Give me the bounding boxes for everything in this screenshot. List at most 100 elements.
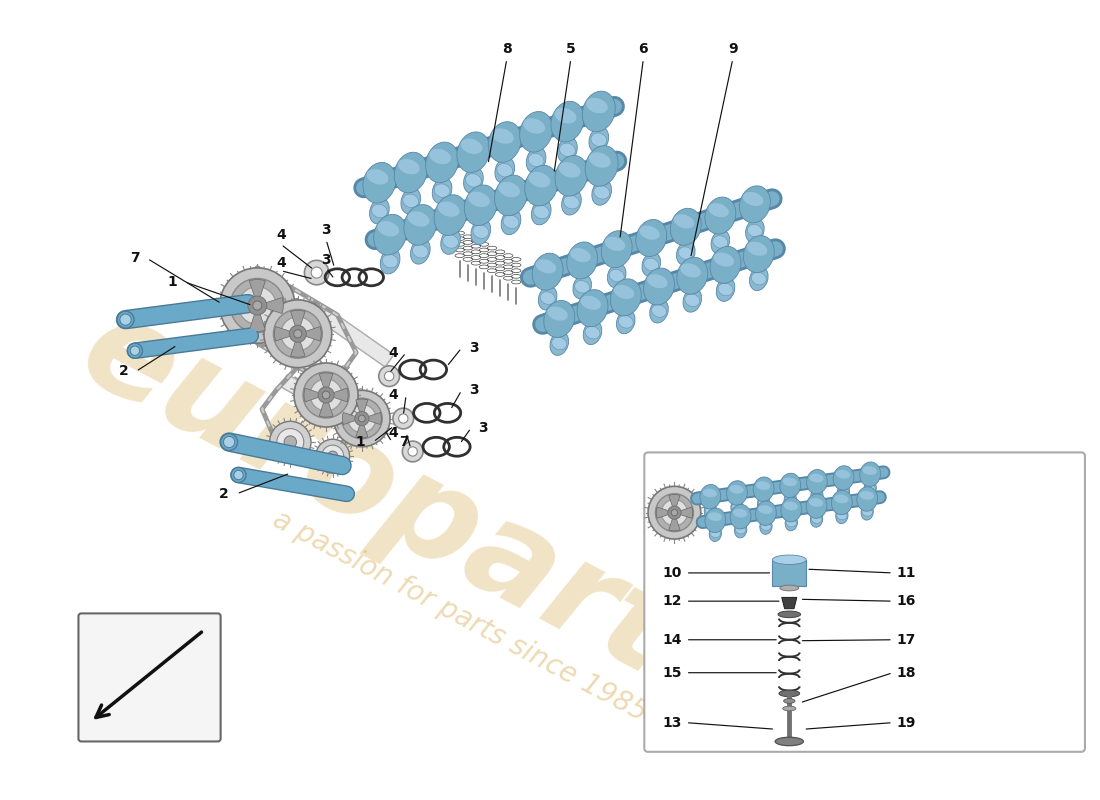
Ellipse shape bbox=[525, 166, 558, 206]
Wedge shape bbox=[342, 413, 362, 425]
Ellipse shape bbox=[370, 198, 389, 224]
Ellipse shape bbox=[456, 132, 490, 173]
Ellipse shape bbox=[465, 174, 482, 187]
FancyBboxPatch shape bbox=[645, 453, 1085, 752]
Text: 9: 9 bbox=[728, 42, 738, 57]
Circle shape bbox=[294, 330, 301, 338]
Circle shape bbox=[403, 441, 424, 462]
Ellipse shape bbox=[780, 474, 801, 498]
Ellipse shape bbox=[562, 190, 581, 215]
Wedge shape bbox=[257, 298, 284, 314]
Ellipse shape bbox=[703, 489, 717, 498]
Wedge shape bbox=[231, 298, 257, 314]
Ellipse shape bbox=[554, 108, 576, 123]
Wedge shape bbox=[669, 513, 680, 531]
Ellipse shape bbox=[528, 154, 544, 167]
Bar bbox=[772, 560, 806, 586]
Ellipse shape bbox=[786, 518, 796, 527]
Ellipse shape bbox=[473, 225, 488, 238]
Circle shape bbox=[385, 371, 394, 381]
Ellipse shape bbox=[711, 230, 729, 254]
Ellipse shape bbox=[783, 502, 798, 510]
Ellipse shape bbox=[540, 292, 556, 304]
Ellipse shape bbox=[742, 192, 763, 206]
Circle shape bbox=[355, 411, 368, 426]
Circle shape bbox=[230, 278, 285, 333]
Circle shape bbox=[221, 434, 238, 450]
Ellipse shape bbox=[468, 192, 490, 207]
Ellipse shape bbox=[811, 488, 823, 504]
Ellipse shape bbox=[834, 494, 848, 503]
Ellipse shape bbox=[812, 492, 822, 500]
Ellipse shape bbox=[559, 162, 581, 178]
Circle shape bbox=[117, 311, 134, 328]
Text: 1: 1 bbox=[167, 275, 177, 289]
FancyBboxPatch shape bbox=[280, 374, 355, 426]
Text: 18: 18 bbox=[896, 666, 916, 680]
Ellipse shape bbox=[398, 159, 420, 174]
Ellipse shape bbox=[585, 326, 600, 339]
Text: 17: 17 bbox=[896, 633, 916, 646]
Ellipse shape bbox=[602, 230, 632, 268]
Ellipse shape bbox=[782, 478, 797, 486]
Ellipse shape bbox=[528, 172, 550, 187]
Circle shape bbox=[220, 268, 295, 343]
Text: 4: 4 bbox=[388, 388, 398, 402]
Ellipse shape bbox=[861, 504, 873, 520]
Text: a passion for parts since 1985: a passion for parts since 1985 bbox=[268, 506, 651, 727]
Ellipse shape bbox=[808, 498, 823, 506]
Ellipse shape bbox=[644, 258, 659, 270]
Circle shape bbox=[248, 296, 267, 315]
Circle shape bbox=[359, 415, 365, 422]
Ellipse shape bbox=[363, 162, 396, 203]
Wedge shape bbox=[250, 306, 265, 331]
Text: 2: 2 bbox=[119, 365, 129, 378]
Ellipse shape bbox=[732, 503, 742, 511]
Ellipse shape bbox=[585, 146, 618, 186]
Ellipse shape bbox=[412, 245, 428, 258]
Wedge shape bbox=[362, 413, 382, 425]
Ellipse shape bbox=[410, 238, 430, 264]
Ellipse shape bbox=[779, 690, 800, 697]
Ellipse shape bbox=[705, 506, 715, 515]
Ellipse shape bbox=[811, 511, 823, 527]
Ellipse shape bbox=[591, 133, 607, 146]
Ellipse shape bbox=[497, 163, 513, 177]
Ellipse shape bbox=[784, 491, 796, 507]
Ellipse shape bbox=[639, 226, 660, 240]
Ellipse shape bbox=[710, 526, 722, 542]
Ellipse shape bbox=[404, 205, 437, 246]
Ellipse shape bbox=[862, 508, 872, 516]
Wedge shape bbox=[250, 279, 265, 306]
Text: 16: 16 bbox=[896, 594, 916, 608]
Ellipse shape bbox=[592, 179, 612, 206]
Ellipse shape bbox=[616, 310, 635, 334]
Ellipse shape bbox=[519, 111, 552, 152]
Circle shape bbox=[328, 451, 338, 462]
Ellipse shape bbox=[618, 315, 634, 328]
Ellipse shape bbox=[429, 149, 451, 164]
Ellipse shape bbox=[552, 337, 567, 350]
Ellipse shape bbox=[747, 242, 768, 256]
Circle shape bbox=[277, 429, 304, 455]
Ellipse shape bbox=[550, 331, 569, 355]
Ellipse shape bbox=[683, 288, 702, 312]
Ellipse shape bbox=[526, 147, 546, 173]
Ellipse shape bbox=[857, 486, 878, 511]
Circle shape bbox=[393, 408, 414, 429]
Ellipse shape bbox=[785, 515, 798, 530]
Ellipse shape bbox=[441, 229, 461, 254]
Ellipse shape bbox=[751, 272, 767, 285]
Circle shape bbox=[648, 486, 701, 539]
Ellipse shape bbox=[488, 122, 521, 162]
Text: 1: 1 bbox=[356, 435, 365, 449]
Ellipse shape bbox=[747, 225, 762, 237]
Circle shape bbox=[378, 366, 399, 386]
Ellipse shape bbox=[502, 209, 521, 234]
Ellipse shape bbox=[534, 206, 549, 218]
Wedge shape bbox=[669, 494, 680, 513]
Circle shape bbox=[311, 267, 322, 278]
Ellipse shape bbox=[859, 491, 873, 500]
Ellipse shape bbox=[434, 184, 450, 198]
Ellipse shape bbox=[583, 321, 602, 345]
